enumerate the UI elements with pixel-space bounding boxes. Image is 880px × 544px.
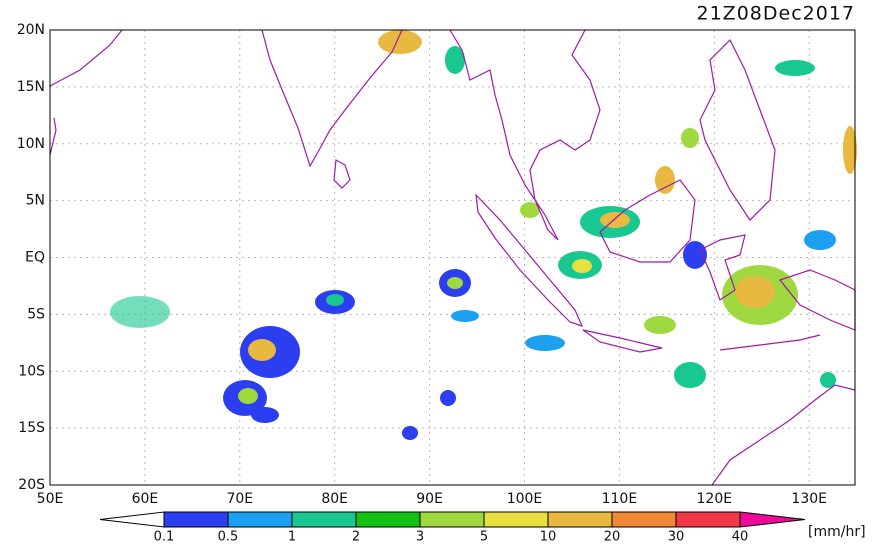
lat-label: 10N — [17, 136, 45, 152]
lon-label: 50E — [37, 491, 64, 507]
lon-label: 90E — [416, 491, 443, 507]
colorbar-segment — [227, 511, 293, 528]
lat-label: 15S — [18, 420, 45, 436]
lat-label: 10S — [18, 363, 45, 379]
lon-label: 100E — [507, 491, 543, 507]
colorbar-tick-label: 2 — [352, 530, 360, 544]
colorbar-segment — [163, 511, 229, 528]
graticule — [50, 30, 855, 485]
colorbar-tick-label: 0.1 — [154, 530, 175, 544]
lon-label: 130E — [791, 491, 827, 507]
colorbar-segment — [419, 511, 485, 528]
lat-label: 5S — [27, 306, 45, 322]
colorbar-segment — [547, 511, 613, 528]
colorbar-segment — [675, 511, 741, 528]
colorbar-tick-label: 5 — [480, 530, 488, 544]
colorbar-tick-label: 20 — [604, 530, 621, 544]
lat-label: 20N — [17, 22, 45, 38]
map-frame — [49, 29, 856, 486]
lon-label: 120E — [697, 491, 733, 507]
colorbar-low-arrow — [99, 511, 165, 528]
colorbar-high-arrow — [739, 511, 806, 528]
colorbar-tick-label: 40 — [732, 530, 749, 544]
lat-label: 5N — [26, 193, 45, 209]
colorbar-segment — [355, 511, 421, 528]
lat-label: 20S — [18, 477, 45, 493]
coastlines — [49, 29, 856, 486]
colorbar-tick-label: 3 — [416, 530, 424, 544]
colorbar-tick-label: 30 — [668, 530, 685, 544]
colorbar: 0.1 0.5 1 2 3 5 10 20 30 40 — [99, 511, 806, 544]
lon-label: 60E — [132, 491, 159, 507]
lat-label: EQ — [25, 250, 45, 266]
colorbar-tick-label: 0.5 — [218, 530, 239, 544]
colorbar-segment — [483, 511, 549, 528]
lon-label: 110E — [602, 491, 638, 507]
colorbar-tick-label: 10 — [540, 530, 557, 544]
map-title: 21Z08Dec2017 — [697, 3, 856, 25]
legend-unit: [mm/hr] — [808, 524, 866, 540]
lon-label: 70E — [226, 491, 253, 507]
lat-label: 15N — [17, 79, 45, 95]
colorbar-segment — [611, 511, 677, 528]
precipitation — [110, 30, 857, 440]
lon-label: 80E — [321, 491, 348, 507]
colorbar-tick-label: 1 — [288, 530, 296, 544]
colorbar-segment — [291, 511, 357, 528]
